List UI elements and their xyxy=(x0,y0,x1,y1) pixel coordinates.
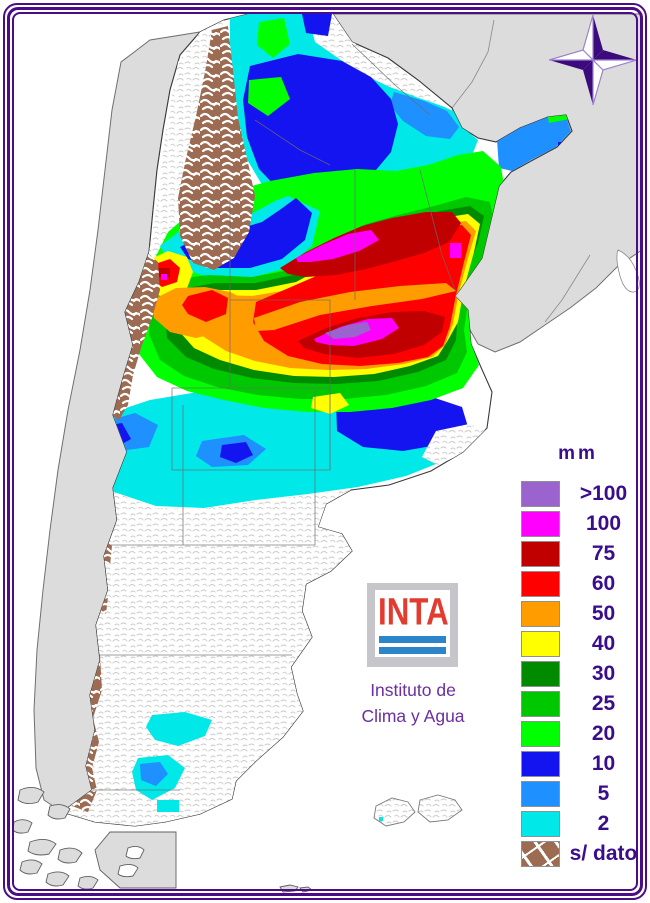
legend-row: s/ dato xyxy=(515,840,647,868)
inta-caption-line2: Clima y Agua xyxy=(361,706,465,726)
inta-logo-bar xyxy=(379,647,446,654)
rain-gt100mm xyxy=(325,322,371,339)
legend-swatch-30 xyxy=(521,661,560,687)
legend-label: >100 xyxy=(579,482,628,505)
legend-swatch-75 xyxy=(521,541,560,567)
legend-row: >100 xyxy=(515,480,647,508)
malvinas-rain-dot xyxy=(379,817,383,821)
legend-row: 2 xyxy=(515,810,647,838)
legend-swatch-5 xyxy=(521,781,560,807)
legend-label: 100 xyxy=(585,512,622,535)
legend-label: 10 xyxy=(591,752,616,775)
legend-label: 40 xyxy=(591,632,616,655)
legend-row: 100 xyxy=(515,510,647,538)
inta-caption-line1: Instituto de xyxy=(370,680,456,700)
south-islands xyxy=(12,787,177,890)
legend-row: 30 xyxy=(515,660,647,688)
legend-row: 20 xyxy=(515,720,647,748)
lagoon xyxy=(616,249,640,293)
legend-swatch-2 xyxy=(521,811,560,837)
compass-rose-icon xyxy=(548,14,638,106)
inta-caption: Instituto de Clima y Agua xyxy=(338,677,488,729)
legend-swatch-40 xyxy=(521,631,560,657)
legend-row: 40 xyxy=(515,630,647,658)
legend-label: 5 xyxy=(597,782,610,805)
legend-swatch-60 xyxy=(521,571,560,597)
legend-label: 60 xyxy=(591,572,616,595)
inta-logo: INTA xyxy=(367,583,458,667)
inta-logo-bar xyxy=(379,636,446,643)
ba-white-tip xyxy=(422,424,486,465)
legend-label: s/ dato xyxy=(569,842,638,865)
legend-label: 50 xyxy=(591,602,616,625)
legend-label: 25 xyxy=(591,692,616,715)
rain-50mm-corridor xyxy=(254,283,456,331)
legend-row: 50 xyxy=(515,600,647,628)
legend-row: 25 xyxy=(515,690,647,718)
isla-estados xyxy=(279,884,314,893)
legend-swatch-s-dato xyxy=(521,841,560,867)
legend-swatch--100 xyxy=(521,481,560,507)
legend-swatch-25 xyxy=(521,691,560,717)
legend-row: 5 xyxy=(515,780,647,808)
legend-row: 60 xyxy=(515,570,647,598)
legend-rows: >100 100 75 60 50 40 30 25 20 10 5 2 s/ dato xyxy=(515,480,647,868)
legend-label: 75 xyxy=(591,542,616,565)
legend-row: 10 xyxy=(515,750,647,778)
legend-title: mm xyxy=(558,443,598,464)
legend-swatch-10 xyxy=(521,751,560,777)
legend: mm >100 100 75 60 50 40 30 25 20 10 5 2 s/ dato xyxy=(515,442,647,870)
legend-swatch-50 xyxy=(521,601,560,627)
province-borders xyxy=(90,43,456,791)
inta-logo-inner: INTA xyxy=(375,590,450,657)
legend-row: 75 xyxy=(515,540,647,568)
legend-swatch-20 xyxy=(521,721,560,747)
legend-label: 20 xyxy=(591,722,616,745)
inta-logo-text: INTA xyxy=(378,591,449,634)
legend-label: 2 xyxy=(597,812,610,835)
legend-swatch-100 xyxy=(521,511,560,537)
malvinas-islands xyxy=(373,794,463,827)
legend-label: 30 xyxy=(591,662,616,685)
